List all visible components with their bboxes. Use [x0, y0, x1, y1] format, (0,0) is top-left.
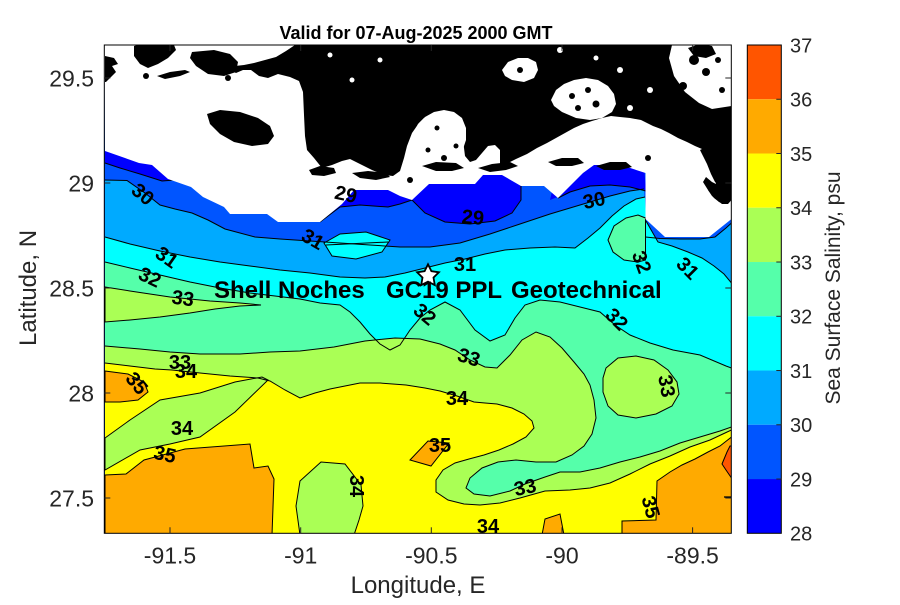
svg-text:31: 31: [454, 254, 476, 276]
svg-text:GC19 PPL: GC19 PPL: [386, 277, 502, 304]
svg-text:Valid for 07-Aug-2025 2000 GMT: Valid for 07-Aug-2025 2000 GMT: [279, 23, 552, 43]
svg-text:29: 29: [68, 170, 94, 196]
svg-text:29: 29: [333, 182, 359, 208]
svg-text:34: 34: [345, 475, 367, 498]
svg-text:28: 28: [790, 524, 812, 546]
svg-text:33: 33: [169, 352, 191, 374]
svg-text:34: 34: [790, 198, 812, 220]
svg-text:Longitude, E: Longitude, E: [351, 572, 486, 599]
svg-text:32: 32: [790, 307, 812, 329]
svg-text:-90: -90: [545, 543, 578, 569]
svg-text:34: 34: [446, 388, 469, 410]
svg-text:33: 33: [512, 475, 538, 501]
svg-text:-91.5: -91.5: [144, 543, 196, 569]
svg-text:35: 35: [790, 144, 812, 166]
svg-text:Latitude, N: Latitude, N: [15, 230, 42, 346]
svg-text:35: 35: [429, 435, 451, 457]
svg-text:30: 30: [790, 415, 812, 437]
svg-text:37: 37: [790, 35, 812, 57]
svg-text:28: 28: [68, 380, 94, 406]
svg-text:34: 34: [477, 516, 500, 538]
svg-text:-89.5: -89.5: [666, 543, 718, 569]
svg-text:36: 36: [790, 90, 812, 112]
svg-text:33: 33: [170, 287, 195, 312]
svg-text:35: 35: [152, 442, 178, 468]
svg-text:33: 33: [653, 373, 679, 399]
svg-text:Shell Noches: Shell Noches: [214, 277, 365, 304]
svg-text:27.5: 27.5: [49, 485, 94, 511]
svg-text:34: 34: [175, 361, 198, 383]
svg-text:28.5: 28.5: [49, 275, 94, 301]
svg-text:29.5: 29.5: [49, 65, 94, 91]
svg-text:Sea Surface Salinity, psu: Sea Surface Salinity, psu: [822, 171, 845, 404]
svg-text:Geotechnical: Geotechnical: [511, 277, 662, 304]
svg-text:30: 30: [581, 188, 607, 214]
svg-text:33: 33: [790, 252, 812, 274]
svg-text:-90.5: -90.5: [405, 543, 457, 569]
svg-text:-91: -91: [284, 543, 317, 569]
svg-text:29: 29: [790, 469, 812, 491]
svg-text:34: 34: [171, 418, 194, 440]
svg-text:29: 29: [461, 206, 485, 230]
svg-text:31: 31: [790, 361, 812, 383]
